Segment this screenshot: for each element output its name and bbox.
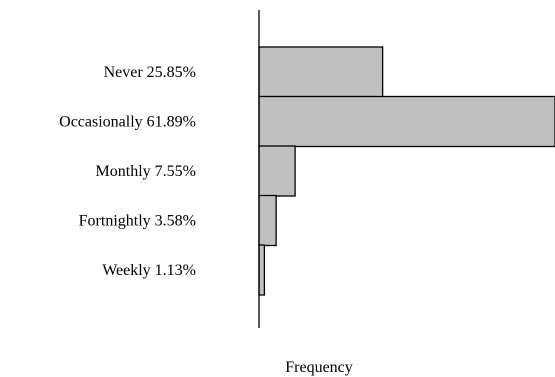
category-label: Monthly 7.55% (96, 163, 196, 180)
x-axis-title: Frequency (285, 359, 353, 376)
bar-fortnightly (258, 194, 277, 247)
bar-weekly (258, 244, 266, 296)
category-label: Occasionally 61.89% (59, 114, 196, 131)
category-label: Never 25.85% (104, 64, 196, 81)
category-label: Weekly 1.13% (102, 262, 196, 279)
bars-group (258, 46, 555, 296)
category-label: Fortnightly 3.58% (79, 213, 196, 230)
bar-never (258, 46, 384, 98)
bar-monthly (258, 145, 296, 197)
bar-occasionally (258, 95, 555, 148)
category-labels-group: Never 25.85% Occasionally 61.89% Monthly 7… (59, 64, 196, 279)
